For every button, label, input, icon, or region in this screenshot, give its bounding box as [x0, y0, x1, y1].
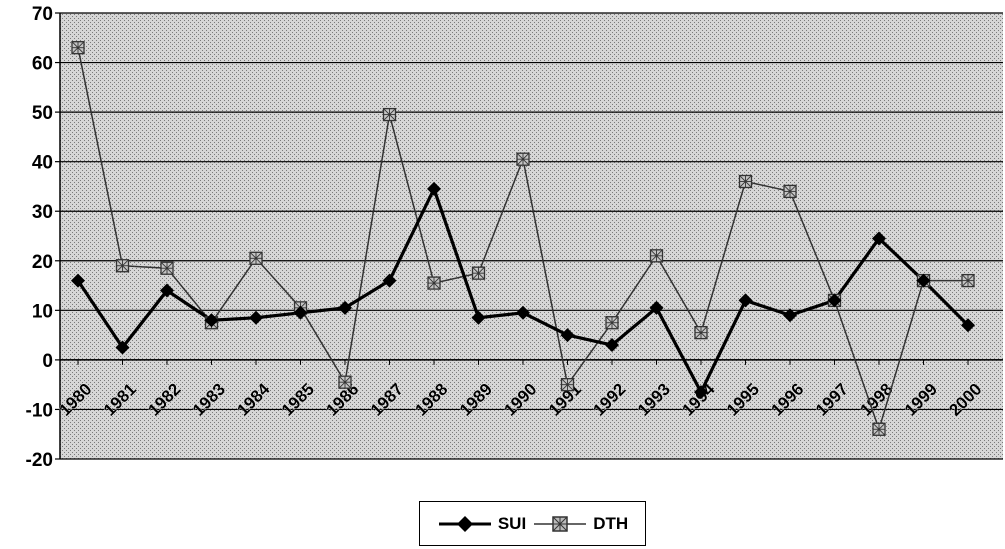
y-tick-label: 60 [32, 54, 53, 75]
data-point-dth [71, 41, 85, 55]
data-point-sui [249, 310, 263, 325]
data-point-sui [204, 313, 219, 328]
data-point-sui [293, 305, 308, 320]
data-point-dth [427, 276, 441, 290]
data-point-sui [649, 300, 664, 315]
data-point-dth [471, 266, 486, 280]
data-point-dth [783, 184, 797, 199]
data-point-dth [694, 325, 708, 340]
data-point-sui [827, 293, 842, 308]
data-point-sui [71, 273, 85, 288]
data-point-sui [382, 273, 397, 288]
legend-label-dth: DTH [593, 513, 629, 533]
data-point-dth [649, 249, 664, 263]
data-point-sui [916, 273, 931, 288]
data-point-sui [783, 308, 797, 323]
data-point-dth [160, 261, 174, 275]
data-point-sui [694, 385, 708, 400]
data-point-sui [427, 181, 441, 196]
data-point-sui [738, 293, 753, 308]
y-tick-label: 30 [32, 202, 53, 223]
legend-item-sui: SUI [437, 514, 526, 534]
data-point-dth [560, 378, 575, 392]
data-point-dth [516, 152, 530, 166]
data-point-sui [160, 283, 174, 298]
data-point-sui [961, 318, 975, 333]
square-x-icon [532, 515, 588, 533]
data-point-dth [738, 174, 753, 189]
legend-label-sui: SUI [497, 513, 527, 533]
legend: SUI DTH [419, 501, 646, 546]
data-point-sui [560, 328, 575, 343]
data-point-sui [605, 338, 619, 353]
y-tick-label: -10 [26, 400, 53, 421]
y-tick-label: 40 [32, 153, 53, 174]
data-point-dth [249, 251, 263, 265]
data-point-sui [115, 340, 130, 355]
y-tick-label: 0 [42, 351, 53, 372]
data-point-sui [471, 310, 486, 325]
data-point-dth [961, 273, 975, 288]
data-point-dth [382, 107, 397, 122]
data-point-sui [516, 305, 530, 320]
plot-area [60, 13, 1003, 459]
data-point-sui [872, 231, 886, 246]
legend-item-dth: DTH [532, 514, 628, 534]
y-tick-label: -20 [26, 450, 53, 471]
y-tick-label: 50 [32, 103, 53, 124]
data-point-dth [338, 375, 352, 389]
y-tick-label: 10 [32, 301, 53, 322]
y-tick-label: 20 [32, 252, 53, 273]
data-point-sui [338, 300, 352, 315]
diamond-icon [437, 515, 493, 533]
data-point-dth [605, 316, 619, 330]
data-point-dth [872, 422, 886, 436]
y-tick-label: 70 [32, 4, 53, 25]
data-point-dth [115, 259, 130, 273]
